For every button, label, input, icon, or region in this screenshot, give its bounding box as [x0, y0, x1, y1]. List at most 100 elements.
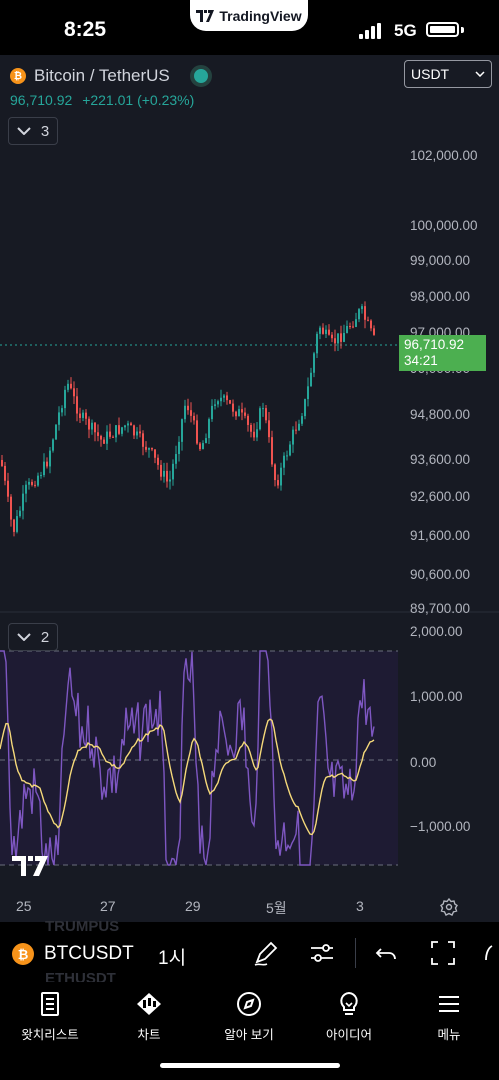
nav-menu[interactable]: 메뉴	[399, 990, 499, 1043]
currency-select[interactable]: USDT	[404, 60, 492, 88]
candle-body	[295, 429, 297, 431]
candle-body	[169, 479, 171, 482]
price-axis-label: 90,600.00	[410, 567, 471, 582]
candle-body	[223, 395, 225, 398]
candle-body	[364, 306, 366, 320]
candle-body	[100, 435, 102, 440]
chart-settings-icon[interactable]	[440, 898, 458, 916]
candle-body	[184, 405, 186, 420]
candle-body	[355, 319, 357, 327]
candle-body	[226, 395, 228, 401]
bottom-toolbar	[0, 922, 499, 982]
undo-icon[interactable]	[372, 938, 402, 968]
candle-body	[19, 510, 21, 517]
candle-body	[298, 423, 300, 431]
nav-explore[interactable]: 알아 보기	[199, 990, 299, 1043]
candle-body	[307, 386, 309, 400]
nav-ideas[interactable]: 아이디어	[299, 990, 399, 1043]
candle-body	[244, 412, 246, 416]
watchlist-icon	[41, 992, 59, 1016]
candle-body	[55, 424, 57, 440]
candle-body	[4, 465, 6, 481]
symbol-header[interactable]: ₿ Bitcoin / TetherUS	[10, 65, 212, 87]
candle-body	[280, 467, 282, 486]
candle-body	[67, 383, 69, 390]
candle-body	[85, 412, 87, 419]
price-pane-collapse-button[interactable]: 3	[8, 117, 58, 145]
price-chart[interactable]	[0, 55, 499, 922]
candle-body	[250, 424, 252, 432]
price-axis-label: 102,000.00	[410, 148, 478, 163]
explore-icon	[237, 992, 261, 1016]
candle-body	[334, 338, 336, 344]
market-open-indicator	[189, 65, 212, 87]
candle-body	[94, 422, 96, 433]
candle-body	[361, 306, 363, 310]
candle-body	[82, 412, 84, 418]
candle-body	[181, 419, 183, 442]
candle-body	[286, 455, 288, 457]
nav-watchlist-label: 왓치리스트	[21, 1028, 79, 1042]
price-axis-label: 92,600.00	[410, 489, 471, 504]
candle-body	[235, 411, 237, 417]
signal-line	[0, 718, 375, 836]
candle-body	[37, 475, 39, 486]
candle-body	[34, 484, 36, 486]
candle-body	[97, 432, 99, 436]
candle-body	[253, 431, 255, 438]
nav-chart-label: 차트	[137, 1028, 161, 1042]
ghost-ticker-above: TRUMPUS	[45, 918, 120, 935]
indicator-pane-collapse-button[interactable]: 2	[8, 623, 58, 651]
time-axis-label: 5월	[266, 900, 287, 916]
chart-icon	[137, 993, 161, 1015]
candle-body	[163, 470, 165, 477]
candle-body	[262, 408, 264, 410]
candle-body	[325, 329, 327, 334]
ticker-symbol: BTCUSDT	[44, 943, 134, 964]
candle-body	[139, 431, 141, 434]
symbol-search-button[interactable]: ₿ BTCUSDT	[12, 943, 134, 965]
cellular-signal-icon	[359, 23, 381, 39]
candle-body	[91, 422, 93, 430]
candle-body	[352, 326, 354, 328]
candle-body	[121, 427, 123, 434]
candle-body	[127, 423, 129, 426]
fullscreen-icon[interactable]	[428, 938, 458, 968]
interval-button[interactable]: 1시	[158, 948, 187, 969]
symbol-title[interactable]: Bitcoin / TetherUS	[34, 66, 170, 85]
candle-body	[313, 353, 315, 373]
candle-body	[10, 496, 12, 520]
indicators-icon[interactable]	[307, 938, 337, 968]
price-axis-label: 93,600.00	[410, 452, 471, 467]
indicator-pane-count: 2	[40, 628, 50, 646]
nav-watchlist[interactable]: 왓치리스트	[0, 990, 100, 1043]
candle-body	[112, 436, 114, 438]
candle-body	[76, 396, 78, 414]
candle-body	[346, 326, 348, 333]
status-time: 8:25	[64, 18, 107, 41]
indicator-axis-label: −1,000.00	[410, 819, 471, 834]
currency-value: USDT	[411, 66, 450, 82]
more-tools-icon[interactable]	[482, 938, 499, 968]
candle-body	[289, 444, 291, 456]
candle-body	[58, 412, 60, 425]
price-change: +221.01 (+0.23%)	[82, 92, 195, 108]
candle-body	[190, 410, 192, 416]
battery-icon	[426, 22, 459, 37]
candle-body	[166, 470, 168, 482]
nav-chart[interactable]: 차트	[99, 990, 199, 1043]
tradingview-badge-label: TradingView	[219, 7, 302, 24]
bar-countdown: 34:21	[404, 353, 438, 368]
candle-body	[106, 431, 108, 444]
home-indicator	[160, 1063, 340, 1068]
candle-body	[265, 408, 267, 421]
current-price-tag: 96,710.92 34:21	[399, 335, 486, 371]
time-axis-label: 3	[356, 898, 364, 914]
drawing-tools-icon[interactable]	[251, 938, 281, 968]
candle-body	[49, 450, 51, 467]
candle-body	[79, 413, 81, 418]
candle-body	[88, 418, 90, 430]
oscillator-line	[0, 650, 375, 866]
candle-body	[130, 423, 132, 426]
candle-body	[136, 431, 138, 436]
